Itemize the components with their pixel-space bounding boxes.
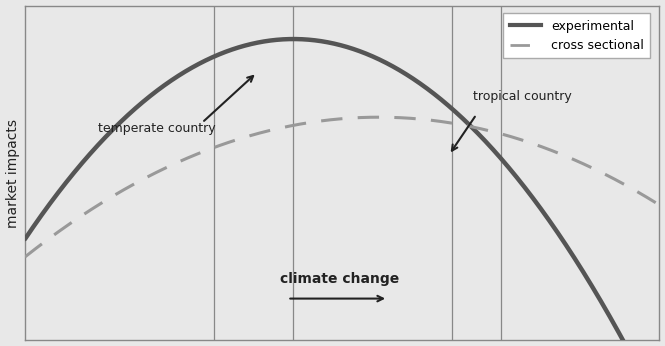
Y-axis label: market impacts: market impacts	[5, 118, 19, 228]
Text: tropical country: tropical country	[473, 90, 572, 103]
Legend: experimental, cross sectional: experimental, cross sectional	[503, 13, 650, 58]
Text: temperate country: temperate country	[98, 122, 216, 135]
Text: climate change: climate change	[279, 272, 399, 286]
